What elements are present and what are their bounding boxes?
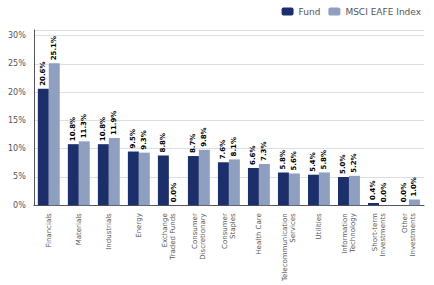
svg-text:8.7%: 8.7% [189,134,197,153]
svg-text:25%: 25% [8,59,26,68]
svg-text:Investments: Investments [409,213,417,257]
svg-text:Traded Funds: Traded Funds [169,213,177,261]
svg-text:0.4%: 0.4% [369,181,377,200]
svg-text:Short-term: Short-term [371,213,379,251]
svg-text:Consumer: Consumer [191,213,199,249]
svg-text:Materials: Materials [75,213,83,245]
svg-text:Financials: Financials [45,213,53,248]
svg-text:Services: Services [289,213,297,243]
svg-text:Technology: Technology [349,213,357,253]
svg-text:8.1%: 8.1% [230,137,238,156]
svg-text:15%: 15% [8,116,26,125]
svg-text:10.8%: 10.8% [69,117,77,141]
svg-text:Telecommunication: Telecommunication [281,213,289,282]
svg-text:5.4%: 5.4% [309,152,317,171]
svg-text:30%: 30% [8,31,26,40]
svg-text:5.8%: 5.8% [320,150,328,169]
svg-text:0.0%: 0.0% [380,183,388,202]
svg-text:Health Care: Health Care [255,213,263,254]
svg-text:11.3%: 11.3% [80,114,88,138]
svg-text:MSCI EAFE Index: MSCI EAFE Index [345,7,421,17]
svg-text:5.2%: 5.2% [350,153,358,172]
svg-text:5%: 5% [13,172,26,181]
svg-text:0.0%: 0.0% [170,183,178,202]
svg-text:0%: 0% [13,201,26,210]
svg-text:9.3%: 9.3% [140,130,148,149]
svg-text:Consumer: Consumer [221,213,229,249]
svg-text:1.0%: 1.0% [410,177,418,196]
svg-text:Information: Information [341,213,349,254]
svg-text:Staples: Staples [229,213,237,239]
svg-text:Energy: Energy [135,213,143,238]
svg-text:Industrials: Industrials [105,213,113,250]
svg-text:7.6%: 7.6% [219,140,227,159]
svg-text:20%: 20% [8,88,26,97]
svg-text:Discretionary: Discretionary [199,213,207,260]
svg-text:5.8%: 5.8% [279,150,287,169]
svg-text:Exchange: Exchange [161,213,169,247]
svg-text:0.0%: 0.0% [400,183,408,202]
svg-text:6.6%: 6.6% [249,145,257,164]
svg-text:20.6%: 20.6% [39,61,47,85]
svg-text:Fund: Fund [299,7,321,17]
svg-text:9.8%: 9.8% [200,127,208,146]
svg-text:5.0%: 5.0% [339,155,347,174]
svg-text:11.9%: 11.9% [110,111,118,135]
svg-text:5.6%: 5.6% [290,151,298,170]
svg-text:Investments: Investments [379,213,387,257]
svg-text:10%: 10% [8,144,26,153]
svg-text:9.5%: 9.5% [129,129,137,148]
svg-text:10.8%: 10.8% [99,117,107,141]
svg-text:Other: Other [401,213,409,233]
svg-text:7.3%: 7.3% [260,142,268,161]
svg-text:25.1%: 25.1% [50,36,58,60]
svg-text:Utilities: Utilities [315,213,323,240]
svg-text:8.8%: 8.8% [159,133,167,152]
